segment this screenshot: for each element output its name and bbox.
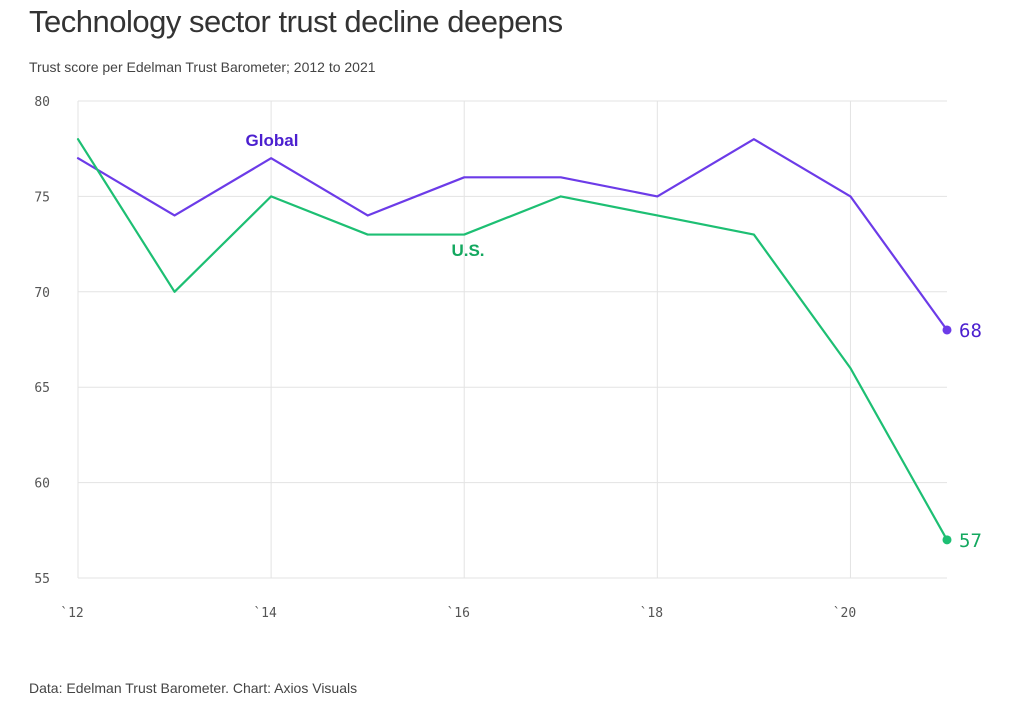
x-tick-label: `18 (640, 606, 663, 621)
end-point-marker (942, 535, 952, 545)
end-value-label: 57 (959, 530, 982, 552)
x-tick-label: `16 (446, 606, 469, 621)
y-tick-label: 60 (34, 477, 50, 492)
y-tick-label: 55 (34, 572, 50, 587)
end-value-label: 68 (959, 320, 982, 342)
x-tick-label: `14 (253, 606, 277, 621)
y-tick-label: 65 (34, 381, 50, 396)
y-tick-label: 75 (34, 190, 50, 205)
chart-subtitle: Trust score per Edelman Trust Barometer;… (29, 59, 376, 75)
series-label-us: U.S. (451, 241, 484, 260)
y-axis-ticks: 55 60 65 70 75 80 (34, 95, 50, 587)
series-label-global: Global (246, 131, 299, 150)
series-end-points: 68 57 (942, 320, 982, 552)
chart-title: Technology sector trust decline deepens (29, 4, 563, 39)
series-line-us (76, 138, 949, 541)
x-axis-ticks: `12 `14 `16 `18 `20 (60, 606, 856, 621)
y-tick-label: 70 (34, 286, 50, 301)
x-tick-label: `12 (60, 606, 83, 621)
y-tick-label: 80 (34, 95, 50, 110)
chart-series (76, 138, 949, 541)
x-tick-label: `20 (833, 606, 856, 621)
series-line-global (76, 138, 949, 332)
chart-grid (77, 100, 947, 579)
source-note: Data: Edelman Trust Barometer. Chart: Ax… (29, 680, 358, 696)
end-point-marker (942, 325, 952, 335)
